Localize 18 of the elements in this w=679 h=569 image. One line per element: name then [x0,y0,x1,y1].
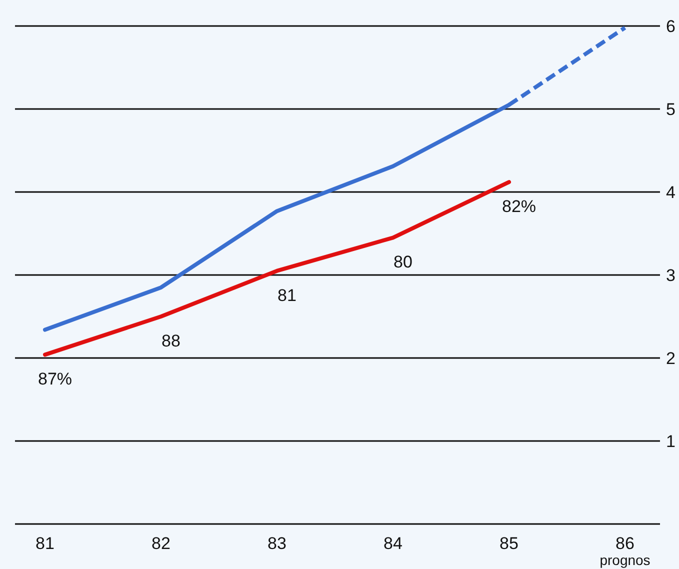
y-tick-label: 5 [666,100,676,119]
annotation: 88 [162,332,180,350]
x-tick-label: 84 [384,534,402,553]
annotation: 82% [502,197,536,216]
y-tick-label: 3 [666,266,676,285]
annotation: 87% [38,370,72,389]
y-tick-label: 6 [666,17,676,36]
x-tick-label: 83 [268,534,286,553]
annotation: 80 [394,252,412,272]
x-tick-label: 86 [616,534,634,553]
y-tick-label: 2 [666,349,676,368]
y-tick-label: 1 [666,432,676,451]
x-tick-label: 81 [36,534,54,553]
x-tick-label: 85 [500,534,518,553]
annotation: 81 [278,286,296,305]
text: prognos [600,552,650,568]
x-tick-label: 82 [152,534,170,553]
y-tick-label: 4 [666,183,676,202]
